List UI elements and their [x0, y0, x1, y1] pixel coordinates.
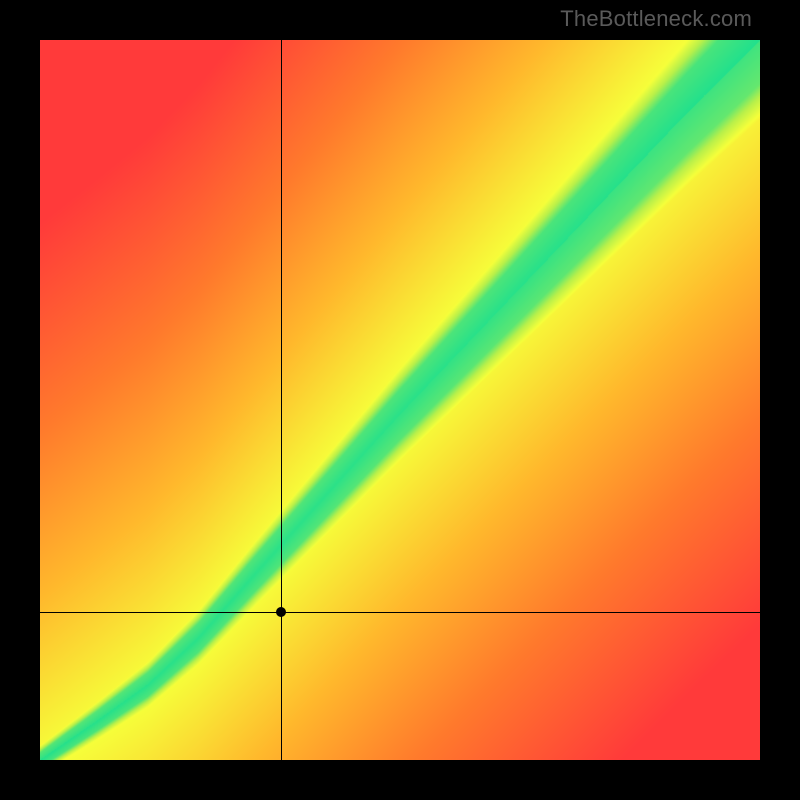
heatmap-plot [40, 40, 760, 760]
crosshair-vertical [281, 40, 282, 760]
watermark-text: TheBottleneck.com [560, 6, 752, 32]
data-point-marker [276, 607, 286, 617]
heatmap-canvas [40, 40, 760, 760]
crosshair-horizontal [40, 612, 760, 613]
